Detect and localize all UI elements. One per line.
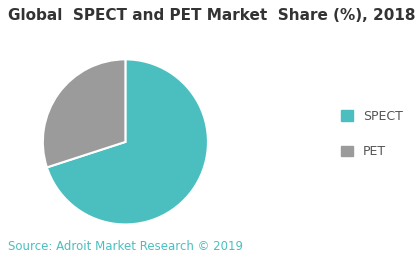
Text: Global  SPECT and PET Market  Share (%), 2018: Global SPECT and PET Market Share (%), 2… <box>8 8 416 23</box>
Text: Source: Adroit Market Research © 2019: Source: Adroit Market Research © 2019 <box>8 240 243 253</box>
Legend: SPECT, PET: SPECT, PET <box>336 105 408 163</box>
Wedge shape <box>43 59 125 167</box>
Wedge shape <box>47 59 208 224</box>
